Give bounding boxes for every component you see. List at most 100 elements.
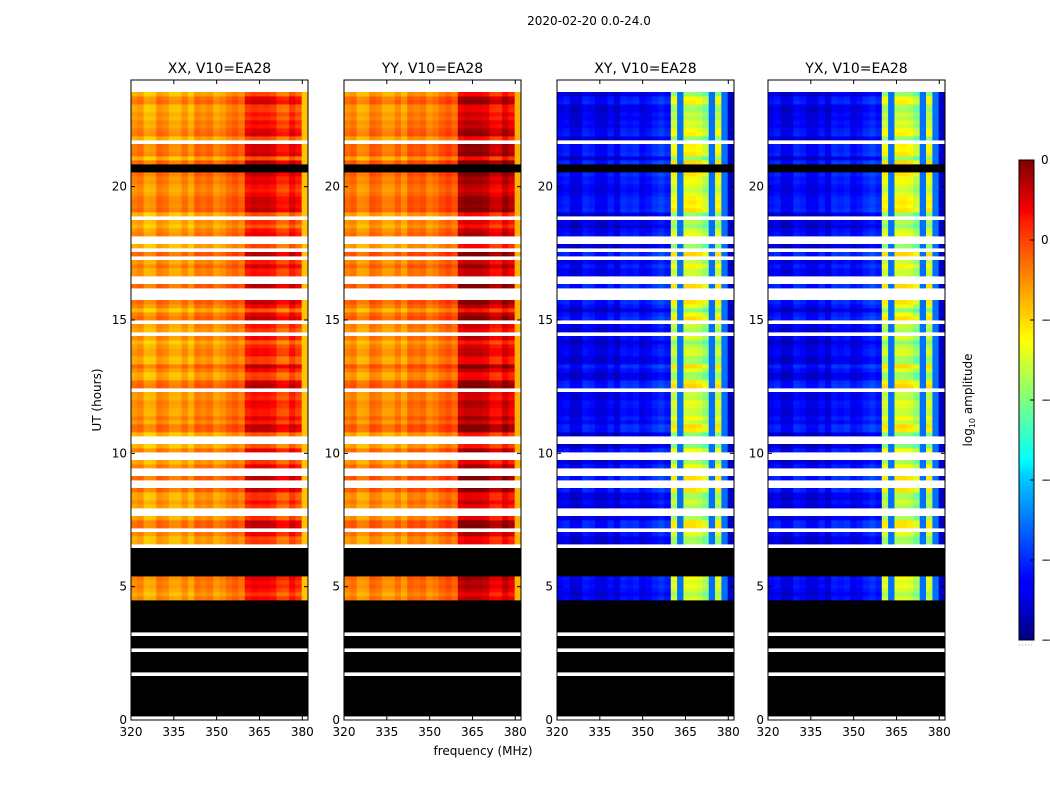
heatmap-cell (464, 336, 471, 341)
heatmap-cell (419, 244, 427, 249)
heatmap-cell (251, 340, 258, 345)
heatmap-cell (369, 536, 377, 541)
heatmap-cell (514, 372, 522, 377)
heatmap-cell (483, 488, 490, 493)
heatmap-cell (295, 252, 303, 257)
heatmap-cell (514, 176, 522, 181)
heatmap-cell (369, 524, 377, 529)
heatmap-cell (407, 284, 414, 289)
heatmap-cell (225, 380, 233, 385)
heatmap-cell (168, 204, 176, 209)
heatmap-cell (194, 312, 201, 317)
heatmap-cell (181, 376, 189, 381)
heatmap-cell (457, 228, 465, 233)
heatmap-cell (381, 376, 389, 381)
heatmap-cell (187, 412, 195, 417)
heatmap-cell (238, 588, 246, 593)
heatmap-cell (187, 500, 195, 505)
heatmap-cell (213, 220, 220, 225)
heatmap-cell (362, 460, 370, 465)
heatmap-cell (131, 592, 138, 597)
heatmap-cell (187, 144, 195, 149)
heatmap-cell (438, 144, 446, 149)
heatmap-cell (394, 156, 402, 161)
heatmap-cell (251, 416, 258, 421)
heatmap-cell (257, 92, 265, 97)
heatmap-cell (451, 228, 459, 233)
heatmap-cell (388, 188, 395, 193)
heatmap-cell (407, 304, 414, 309)
heatmap-cell (426, 448, 433, 453)
heatmap-cell (457, 284, 465, 289)
heatmap-cell (451, 308, 459, 313)
heatmap-cell (181, 176, 189, 181)
heatmap-cell (289, 156, 296, 161)
heatmap-cell (168, 260, 176, 265)
heatmap-cell (282, 96, 290, 101)
heatmap-cell (232, 444, 239, 449)
heatmap-cell (356, 204, 364, 209)
heatmap-cell (495, 536, 503, 541)
heatmap-cell (445, 128, 452, 133)
heatmap-cell (143, 464, 151, 469)
heatmap-cell (375, 588, 383, 593)
heatmap-cell (438, 264, 446, 269)
heatmap-cell (502, 520, 509, 525)
heatmap-cell (270, 496, 277, 501)
heatmap-cell (181, 344, 189, 349)
heatmap-cell (457, 208, 465, 213)
heatmap-cell (270, 384, 277, 389)
heatmap-cell (276, 308, 284, 313)
heatmap-cell (175, 444, 182, 449)
heatmap-cell (206, 268, 214, 273)
heatmap-cell (470, 188, 478, 193)
heatmap-cell (131, 252, 138, 257)
flagged-row (344, 616, 521, 621)
heatmap-cell (301, 148, 309, 153)
heatmap-cell (301, 344, 309, 349)
heatmap-cell (508, 476, 516, 481)
heatmap-cell (350, 448, 358, 453)
heatmap-cell (432, 488, 440, 493)
heatmap-cell (219, 208, 227, 213)
heatmap-cell (149, 228, 157, 233)
heatmap-cell (388, 584, 395, 589)
heatmap-cell (289, 524, 296, 529)
heatmap-cell (495, 384, 503, 389)
heatmap-cell (369, 356, 377, 361)
heatmap-cell (413, 432, 421, 437)
heatmap-cell (407, 420, 414, 425)
heatmap-cell (514, 324, 522, 329)
heatmap-cell (400, 136, 408, 141)
heatmap-cell (419, 304, 427, 309)
heatmap-cell (213, 232, 220, 237)
heatmap-cell (137, 400, 145, 405)
heatmap-cell (187, 100, 195, 105)
heatmap-cell (476, 400, 484, 405)
heatmap-cell (483, 232, 490, 237)
heatmap-cell (362, 212, 370, 217)
heatmap-cell (263, 192, 271, 197)
heatmap-cell (375, 264, 383, 269)
heatmap-cell (394, 340, 402, 345)
heatmap-cell (445, 156, 452, 161)
heatmap-cell (470, 476, 478, 481)
heatmap-cell (356, 380, 364, 385)
heatmap-cell (251, 576, 258, 581)
heatmap-cell (175, 460, 182, 465)
heatmap-cell (162, 360, 170, 365)
heatmap-cell (495, 588, 503, 593)
heatmap-cell (400, 496, 408, 501)
heatmap-cell (476, 496, 484, 501)
heatmap-cell (244, 220, 252, 225)
heatmap-cell (149, 156, 157, 161)
heatmap-cell (270, 172, 277, 177)
heatmap-cell (270, 576, 277, 581)
heatmap-cell (489, 188, 497, 193)
heatmap-cell (244, 228, 252, 233)
heatmap-cell (244, 188, 252, 193)
heatmap-cell (369, 328, 377, 333)
heatmap-cell (495, 184, 503, 189)
heatmap-cell (213, 340, 220, 345)
heatmap-cell (356, 412, 364, 417)
